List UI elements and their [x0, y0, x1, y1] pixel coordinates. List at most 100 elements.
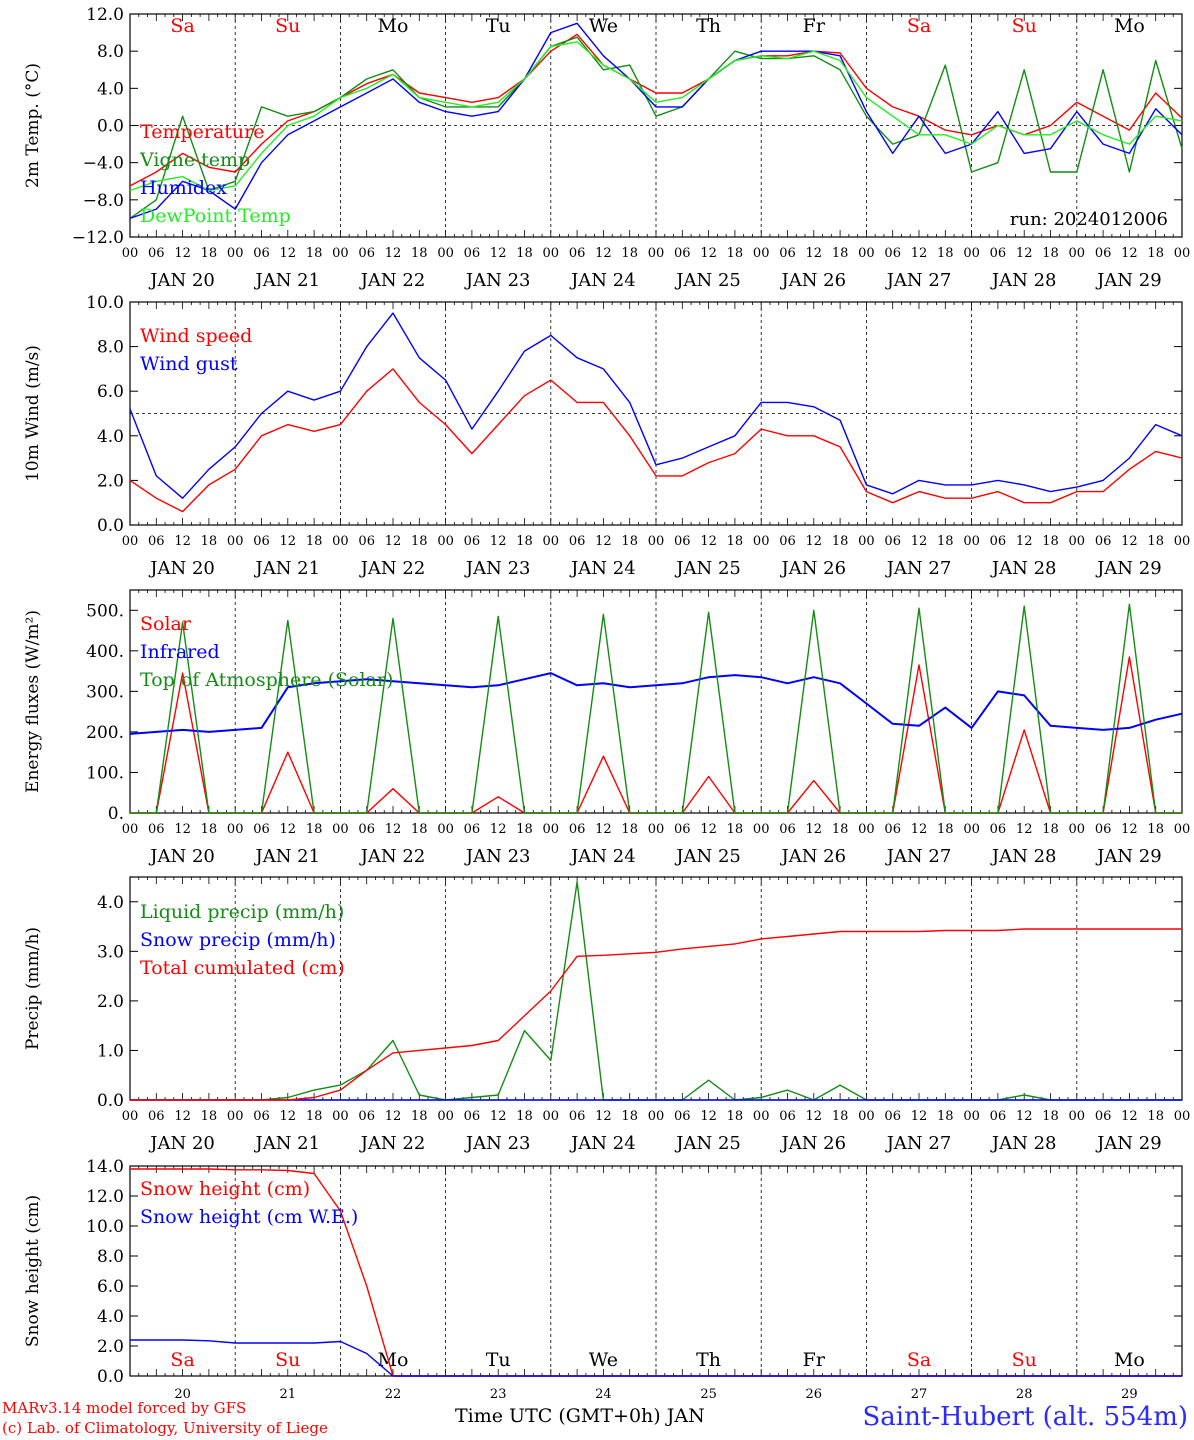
run-annotation: run: 2024012006 — [1010, 209, 1168, 230]
day-label: JAN 20 — [148, 1133, 215, 1154]
legend-entry: Liquid precip (mm/h) — [140, 901, 344, 923]
weekday-label: Th — [696, 1349, 721, 1371]
hour-tick-label: 12 — [174, 822, 191, 837]
weekday-label: Sa — [170, 1349, 194, 1371]
hour-tick-label: 06 — [253, 822, 270, 837]
day-number-label: 26 — [806, 1387, 823, 1402]
hour-tick-label: 06 — [779, 534, 796, 549]
day-number-label: 28 — [1016, 1387, 1033, 1402]
hour-tick-label: 18 — [201, 1109, 218, 1124]
hour-tick-label: 06 — [1095, 1109, 1112, 1124]
hour-tick-label: 12 — [490, 246, 507, 261]
hour-tick-label: 18 — [1042, 246, 1059, 261]
series-line — [129, 22, 1183, 220]
hour-tick-label: 00 — [437, 246, 454, 261]
hour-tick-label: 06 — [674, 822, 691, 837]
series-line — [129, 672, 1183, 735]
hour-tick-label: 18 — [727, 822, 744, 837]
y-tick-label: −4.0 — [83, 154, 124, 174]
hour-tick-label: 12 — [911, 822, 928, 837]
hour-tick-label: 12 — [1016, 1109, 1033, 1124]
y-tick-label: 4.0 — [97, 1307, 124, 1327]
legend-entry: Snow height (cm W.E.) — [140, 1206, 358, 1228]
hour-tick-label: 00 — [227, 534, 244, 549]
y-tick-label: 6.0 — [97, 382, 124, 402]
hour-tick-label: 06 — [990, 534, 1007, 549]
hour-tick-label: 18 — [201, 246, 218, 261]
hour-tick-label: 12 — [280, 1109, 297, 1124]
hour-tick-label: 06 — [779, 246, 796, 261]
y-tick-label: 0.0 — [97, 1367, 124, 1387]
y-tick-label: 2.0 — [97, 471, 124, 491]
day-label: JAN 26 — [780, 1133, 847, 1154]
day-label: JAN 22 — [359, 270, 426, 291]
hour-tick-label: 12 — [595, 1109, 612, 1124]
y-tick-label: 300. — [86, 682, 124, 702]
hour-tick-label: 06 — [569, 534, 586, 549]
hour-tick-label: 06 — [779, 822, 796, 837]
weekday-label: Fr — [803, 1349, 826, 1371]
hour-tick-label: 06 — [148, 534, 165, 549]
hour-tick-label: 18 — [411, 246, 428, 261]
hour-tick-label: 12 — [174, 246, 191, 261]
hour-tick-label: 00 — [332, 246, 349, 261]
y-tick-label: 14.0 — [86, 1157, 124, 1177]
hour-tick-label: 00 — [963, 534, 980, 549]
hour-tick-label: 12 — [806, 822, 823, 837]
y-tick-label: 4.0 — [97, 893, 124, 913]
legend-entry: Infrared — [140, 641, 220, 663]
hour-tick-label: 00 — [437, 1109, 454, 1124]
hour-tick-label: 18 — [832, 822, 849, 837]
series-line — [129, 36, 1183, 219]
day-label: JAN 29 — [1095, 846, 1162, 867]
day-label: JAN 25 — [674, 270, 741, 291]
hour-tick-label: 18 — [621, 534, 638, 549]
hour-tick-label: 12 — [806, 246, 823, 261]
y-tick-label: 500. — [86, 601, 124, 621]
hour-tick-label: 00 — [1174, 822, 1191, 837]
hour-tick-label: 12 — [1121, 822, 1138, 837]
series-line — [130, 603, 1182, 814]
day-number-label: 22 — [385, 1387, 402, 1402]
hour-tick-label: 06 — [358, 246, 375, 261]
hour-tick-label: 00 — [332, 534, 349, 549]
hour-tick-label: 00 — [648, 534, 665, 549]
hour-tick-label: 18 — [306, 822, 323, 837]
day-number-label: 20 — [174, 1387, 191, 1402]
day-number-label: 27 — [911, 1387, 928, 1402]
y-tick-label: 1.0 — [97, 1041, 124, 1061]
lab-credit: (c) Lab. of Climatology, University of L… — [2, 1419, 328, 1437]
day-label: JAN 27 — [885, 270, 952, 291]
hour-tick-label: 00 — [1174, 1109, 1191, 1124]
day-label: JAN 28 — [990, 270, 1057, 291]
hour-tick-label: 06 — [674, 1109, 691, 1124]
day-label: JAN 26 — [780, 846, 847, 867]
hour-tick-label: 18 — [832, 1109, 849, 1124]
hour-tick-label: 00 — [1069, 1109, 1086, 1124]
day-label: JAN 29 — [1095, 558, 1162, 579]
hour-tick-label: 12 — [700, 534, 717, 549]
day-label: JAN 26 — [780, 558, 847, 579]
series-line — [130, 1168, 1182, 1377]
hour-tick-label: 00 — [122, 1109, 139, 1124]
y-axis-label: 2m Temp. (°C) — [23, 63, 43, 188]
legend-entry: Snow height (cm) — [140, 1178, 310, 1200]
hour-tick-label: 00 — [332, 1109, 349, 1124]
day-label: JAN 22 — [359, 846, 426, 867]
hour-tick-label: 18 — [1147, 1109, 1164, 1124]
model-credit: MARv3.14 model forced by GFS — [2, 1399, 247, 1417]
hour-tick-label: 00 — [1174, 534, 1191, 549]
legend-entry: DewPoint Temp — [140, 205, 291, 227]
hour-tick-label: 18 — [937, 534, 954, 549]
hour-tick-label: 12 — [385, 822, 402, 837]
y-tick-label: 8.0 — [97, 338, 124, 358]
hour-tick-label: 00 — [227, 822, 244, 837]
weekday-label: We — [589, 15, 618, 37]
hour-tick-label: 06 — [358, 1109, 375, 1124]
hour-tick-label: 00 — [963, 246, 980, 261]
hour-tick-label: 06 — [569, 246, 586, 261]
day-label: JAN 25 — [674, 558, 741, 579]
day-label: JAN 21 — [254, 270, 321, 291]
weekday-label: Tu — [486, 15, 511, 37]
hour-tick-label: 18 — [621, 246, 638, 261]
